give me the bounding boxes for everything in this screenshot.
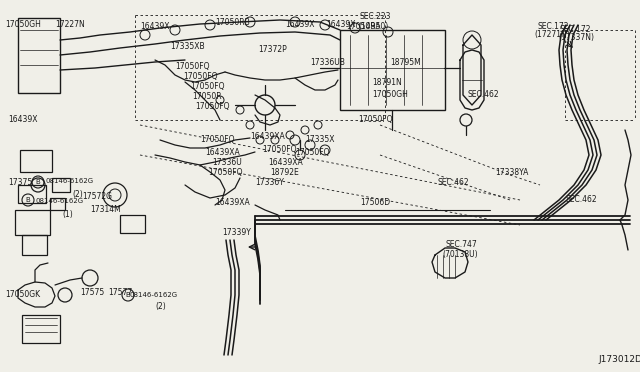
Text: 18791N: 18791N (372, 78, 402, 87)
Text: (14950): (14950) (358, 22, 388, 31)
Text: 16439XA: 16439XA (205, 148, 240, 157)
Text: 16439X: 16439X (285, 20, 314, 29)
Text: 17339Y: 17339Y (222, 228, 251, 237)
Text: 17050FQ: 17050FQ (262, 145, 296, 154)
Text: 17050FQ: 17050FQ (183, 72, 218, 81)
Text: SEC.172: SEC.172 (538, 22, 570, 31)
Bar (22, 235, 47, 255)
Text: (17271N): (17271N) (534, 30, 570, 39)
Text: 08146-6162G: 08146-6162G (130, 292, 178, 298)
Bar (52, 178, 70, 192)
Text: 17506D: 17506D (360, 198, 390, 207)
Text: 17050FQ: 17050FQ (208, 168, 243, 177)
Text: SEC.462: SEC.462 (438, 178, 470, 187)
Text: 17335XB: 17335XB (170, 42, 205, 51)
Text: B: B (125, 292, 131, 298)
Text: SEC.462: SEC.462 (565, 195, 596, 204)
Text: SEC.747: SEC.747 (445, 240, 477, 249)
Text: 17050FQ: 17050FQ (358, 115, 392, 124)
Text: 16439XA: 16439XA (215, 198, 250, 207)
Text: 16439XA: 16439XA (250, 132, 285, 141)
Text: 18795M: 18795M (390, 58, 420, 67)
Text: 17050GH: 17050GH (372, 90, 408, 99)
Text: 16439X: 16439X (140, 22, 170, 31)
Text: 17050GH: 17050GH (5, 20, 41, 29)
Text: (2): (2) (155, 302, 166, 311)
Text: 17050R: 17050R (192, 92, 221, 101)
Bar (22, 315, 60, 343)
Text: 17372P: 17372P (258, 45, 287, 54)
Text: J173012D: J173012D (598, 355, 640, 364)
Text: 17577: 17577 (108, 288, 132, 297)
Text: 16439XA: 16439XA (268, 158, 303, 167)
Text: (70138U): (70138U) (442, 250, 477, 259)
Text: B: B (36, 179, 40, 185)
Bar (18, 18, 60, 93)
Text: 18792E: 18792E (270, 168, 299, 177)
Text: 17050FQ: 17050FQ (190, 82, 225, 91)
Text: 17335X: 17335X (305, 135, 335, 144)
Text: 17050GK: 17050GK (5, 290, 40, 299)
Bar (120, 215, 145, 233)
Text: 17227N: 17227N (55, 20, 84, 29)
Text: 17050FQ: 17050FQ (200, 135, 234, 144)
Bar (340, 30, 445, 110)
Text: 17336U: 17336U (212, 158, 242, 167)
Text: 16439X: 16439X (326, 20, 355, 29)
Bar (18, 185, 46, 203)
Text: 17050FQ: 17050FQ (295, 148, 330, 157)
Text: 17375: 17375 (8, 178, 32, 187)
Text: 17050FQ: 17050FQ (195, 102, 230, 111)
Text: 17050RA: 17050RA (346, 22, 381, 31)
Text: SEC.223: SEC.223 (360, 12, 392, 21)
Bar (15, 210, 50, 235)
Text: 16439X: 16439X (8, 115, 38, 124)
Text: 17050RB: 17050RB (215, 18, 250, 27)
Text: SEC.172: SEC.172 (560, 25, 591, 34)
Text: (17337N): (17337N) (558, 33, 594, 42)
Bar (50, 198, 65, 210)
Text: (1): (1) (62, 210, 73, 219)
Text: B: B (26, 197, 30, 203)
Text: 17314M: 17314M (90, 205, 121, 214)
Text: 17336Y: 17336Y (255, 178, 284, 187)
Text: 08146-6162G: 08146-6162G (35, 198, 83, 204)
Text: 17050FQ: 17050FQ (175, 62, 209, 71)
Text: 17338YA: 17338YA (495, 168, 529, 177)
Bar (20, 150, 52, 172)
Text: SEC.462: SEC.462 (468, 90, 500, 99)
Text: (2): (2) (72, 190, 83, 199)
Text: 08146-6162G: 08146-6162G (45, 178, 93, 184)
Text: 17572G: 17572G (82, 192, 112, 201)
Text: 17336UB: 17336UB (310, 58, 345, 67)
Text: 17575: 17575 (80, 288, 104, 297)
